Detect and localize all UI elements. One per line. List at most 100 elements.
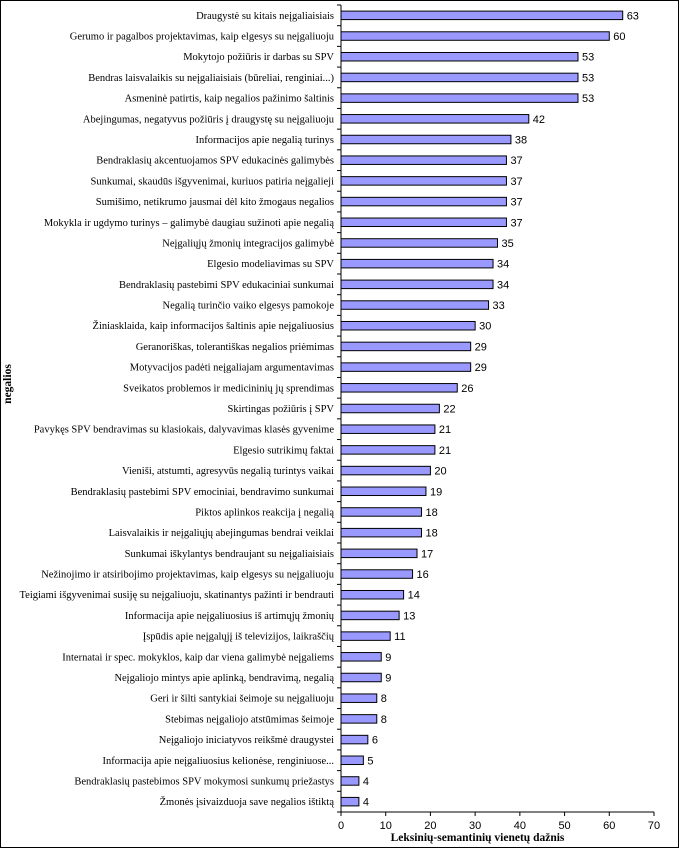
category-label: Stebimas neįgaliojo atstūmimas šeimoje (165, 714, 334, 725)
data-label: 22 (443, 404, 455, 416)
bar (340, 258, 494, 269)
bar (340, 362, 472, 372)
bar (340, 714, 378, 724)
category-label: Įspūdis apie neįgalųjį iš televizijos, l… (143, 632, 335, 643)
category-label: Neįgaliųjų žmonių integracijos galimybė (162, 238, 334, 249)
data-label: 9 (385, 673, 391, 685)
y-axis-title: negalios (2, 364, 14, 404)
category-label: Draugystė su kitais neįgaliaisiais (196, 11, 334, 22)
bar (340, 486, 427, 497)
x-tick-label: 0 (338, 820, 344, 832)
category-label: Informacija apie neįgaliuosius iš artimų… (125, 611, 335, 622)
data-label: 20 (434, 466, 446, 478)
data-label: 8 (381, 693, 387, 705)
data-label: 37 (510, 197, 522, 209)
data-label: 60 (613, 31, 625, 43)
x-tick-label: 10 (380, 820, 392, 832)
category-label: Neįgaliojo iniciatyvos reikšmė draugyste… (159, 735, 334, 746)
bar (340, 403, 440, 414)
data-label: 53 (582, 72, 594, 84)
category-label: Mokykla ir ugdymo turinys – galimybė dau… (44, 218, 334, 229)
category-label: Internatai ir spec. mokyklos, kaip dar v… (62, 652, 334, 663)
data-label: 53 (582, 52, 594, 64)
category-label: Žmonės įsivaizduoja save negalios ištikt… (160, 796, 335, 808)
bar (340, 72, 579, 83)
data-label: 29 (475, 341, 487, 353)
category-label: Pavykęs SPV bendravimas su klasiokais, d… (34, 425, 335, 436)
data-label: 6 (372, 735, 378, 747)
data-label: 33 (493, 300, 505, 312)
bar (340, 589, 405, 600)
category-label: Sumišimo, netikrumo jausmai dėl kito žmo… (96, 197, 334, 208)
bar (340, 796, 360, 807)
data-label: 18 (425, 507, 437, 519)
category-label: Bendras laisvalaikis su neįgaliaisiais (… (88, 73, 334, 84)
data-label: 34 (497, 259, 509, 271)
bar (340, 155, 507, 165)
category-label: Laisvalaikis ir neįgaliųjų abejingumas b… (109, 528, 334, 539)
category-label: Elgesio sutrikimų faktai (233, 445, 334, 456)
data-label: 9 (385, 652, 391, 664)
category-label: Sunkumai iškylantys bendraujant su neįga… (125, 549, 334, 560)
bar (340, 383, 458, 393)
data-label: 26 (461, 383, 473, 395)
bar (340, 569, 414, 579)
category-label: Teigiami išgyvenimai susiję su neįgaliuo… (20, 590, 335, 601)
category-label: Informacija apie neįgaliuosius kelionėse… (102, 756, 334, 767)
category-label: Bendraklasių akcentuojamos SPV edukacinė… (96, 156, 334, 167)
bar (340, 527, 422, 538)
data-label: 53 (582, 93, 594, 105)
bar (340, 652, 382, 662)
data-label: 38 (515, 135, 527, 147)
data-label: 16 (417, 569, 429, 581)
bar (340, 300, 490, 310)
bar (340, 465, 431, 476)
category-label: Bendraklasių pastebimos SPV mokymosi sun… (74, 776, 334, 787)
data-label: 37 (510, 155, 522, 167)
category-label: Asmeninė patirtis, kaip negalios pažinim… (125, 94, 334, 105)
data-label: 8 (381, 714, 387, 726)
category-label: Negalią turinčio vaiko elgesys pamokoje (163, 301, 335, 312)
bar (340, 548, 418, 559)
bar (340, 507, 422, 517)
bar (340, 238, 498, 248)
category-label: Žiniasklaida, kaip informacijos šaltinis… (93, 320, 334, 332)
bar (340, 196, 507, 207)
data-label: 18 (425, 528, 437, 540)
x-tick-label: 30 (469, 820, 481, 832)
category-label: Elgesio modeliavimas su SPV (207, 259, 334, 270)
category-label: Skirtingas požiūris į SPV (228, 404, 335, 415)
data-label: 4 (363, 797, 369, 809)
data-label: 30 (479, 321, 491, 333)
category-label: Neįgaliojo mintys apie aplinką, bendravi… (114, 673, 334, 684)
bar (340, 51, 579, 62)
x-tick-label: 20 (424, 820, 436, 832)
data-label: 13 (403, 610, 415, 622)
category-label: Nežinojimo ir atsiribojimo projektavimas… (41, 570, 335, 581)
bar (340, 445, 436, 455)
category-label: Piktos aplinkos reakcija į negalią (195, 507, 334, 518)
bar (340, 31, 610, 41)
data-label: 17 (421, 548, 433, 560)
data-label: 11 (394, 631, 405, 643)
x-tick-label: 60 (603, 820, 615, 832)
data-label: 4 (363, 776, 369, 788)
bar (340, 610, 400, 621)
category-label: Vieniši, atstumti, agresyvūs negalią tur… (122, 466, 334, 477)
category-label: Motyvacijos padėti neįgaliajam argumenta… (130, 363, 334, 374)
data-label: 37 (510, 217, 522, 229)
data-label: 37 (510, 176, 522, 188)
category-label: Geranoriškas, tolerantiškas negalios pri… (136, 342, 334, 353)
bar (340, 631, 391, 641)
bar (340, 217, 507, 228)
data-label: 42 (533, 114, 545, 126)
bar (340, 134, 512, 145)
bar (340, 93, 579, 103)
bar (340, 279, 494, 290)
category-label: Informacijos apie negalią turinys (196, 135, 335, 146)
category-label: Abejingumas, negatyvus požiūris į draugy… (83, 114, 335, 125)
data-label: 29 (475, 362, 487, 374)
x-axis-title: Leksinių-semantinių vienetų dažnis (391, 832, 565, 844)
